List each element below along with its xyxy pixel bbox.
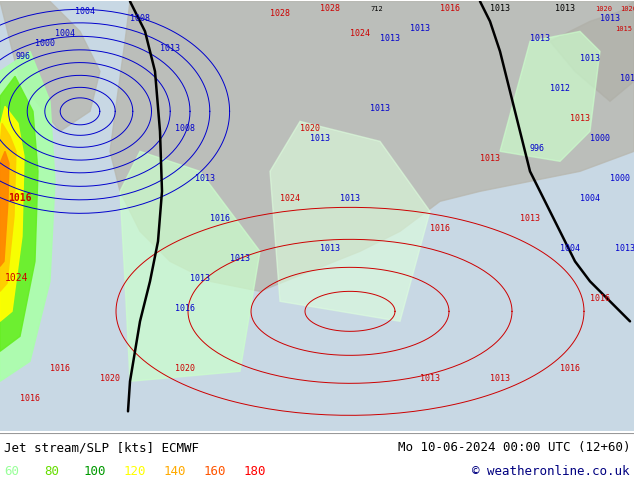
Text: 1016: 1016 <box>175 304 195 313</box>
Text: 1004: 1004 <box>75 7 95 16</box>
Text: 1013: 1013 <box>230 254 250 263</box>
Text: 60: 60 <box>4 466 19 478</box>
Text: 120: 120 <box>124 466 146 478</box>
Text: 1024: 1024 <box>5 273 29 283</box>
Text: 1013: 1013 <box>600 14 620 24</box>
Polygon shape <box>0 106 24 321</box>
Text: 1016: 1016 <box>8 194 32 203</box>
Text: 80: 80 <box>44 466 59 478</box>
Polygon shape <box>270 122 430 321</box>
Text: 1012: 1012 <box>550 84 570 93</box>
Text: 1004: 1004 <box>560 245 580 253</box>
Text: 1013: 1013 <box>160 44 180 53</box>
Text: 1013: 1013 <box>520 214 540 223</box>
Text: 712: 712 <box>370 6 383 12</box>
Text: 1028: 1028 <box>320 4 340 13</box>
Text: 160: 160 <box>204 466 226 478</box>
Text: 1004: 1004 <box>55 29 75 38</box>
Text: 1013: 1013 <box>490 4 510 13</box>
Text: 1013: 1013 <box>420 374 440 383</box>
Polygon shape <box>0 51 55 381</box>
Text: 1020: 1020 <box>175 365 195 373</box>
Text: 1013: 1013 <box>310 134 330 144</box>
Text: 1016: 1016 <box>560 365 580 373</box>
Polygon shape <box>120 151 260 381</box>
Text: 1016: 1016 <box>210 214 230 223</box>
Text: 1013: 1013 <box>320 245 340 253</box>
Text: 1013: 1013 <box>555 4 575 13</box>
Text: © weatheronline.co.uk: © weatheronline.co.uk <box>472 466 630 478</box>
Text: 996: 996 <box>530 145 545 153</box>
Text: 1013: 1013 <box>490 374 510 383</box>
Text: 1013: 1013 <box>195 174 215 183</box>
Text: 1024: 1024 <box>280 195 300 203</box>
Text: 1013: 1013 <box>580 54 600 63</box>
Text: 1013: 1013 <box>480 154 500 163</box>
Text: 140: 140 <box>164 466 186 478</box>
Text: 180: 180 <box>244 466 266 478</box>
Text: 1016: 1016 <box>590 294 610 303</box>
Polygon shape <box>0 1 100 131</box>
Text: 1016: 1016 <box>430 224 450 233</box>
Text: Mo 10-06-2024 00:00 UTC (12+60): Mo 10-06-2024 00:00 UTC (12+60) <box>398 441 630 454</box>
Text: 100: 100 <box>84 466 107 478</box>
Text: 1020: 1020 <box>595 6 612 12</box>
Text: 1013: 1013 <box>190 274 210 283</box>
Text: 1000: 1000 <box>610 174 630 183</box>
Text: 1016: 1016 <box>50 365 70 373</box>
Text: 1008: 1008 <box>130 14 150 24</box>
Text: 1016: 1016 <box>440 4 460 13</box>
Polygon shape <box>0 151 9 267</box>
Text: 1016: 1016 <box>20 394 40 403</box>
Text: 1020: 1020 <box>300 124 320 133</box>
Text: 1013: 1013 <box>380 34 400 43</box>
Text: 1020: 1020 <box>100 374 120 383</box>
Text: 1013: 1013 <box>370 104 390 113</box>
Polygon shape <box>0 123 16 292</box>
Text: 1013: 1013 <box>570 114 590 123</box>
Text: 1028: 1028 <box>270 9 290 18</box>
Text: 1008: 1008 <box>175 124 195 133</box>
Text: 1015: 1015 <box>615 26 632 32</box>
Text: 1013: 1013 <box>530 34 550 43</box>
Text: 996: 996 <box>15 52 30 61</box>
Polygon shape <box>110 1 634 292</box>
Text: 1013: 1013 <box>620 74 634 83</box>
Text: 1024: 1024 <box>350 29 370 38</box>
Text: 1000: 1000 <box>590 134 610 144</box>
Polygon shape <box>0 76 38 351</box>
Text: 1013: 1013 <box>410 24 430 33</box>
Polygon shape <box>550 1 634 101</box>
Text: 1013: 1013 <box>340 195 360 203</box>
Text: 1000: 1000 <box>35 39 55 49</box>
Text: Jet stream/SLP [kts] ECMWF: Jet stream/SLP [kts] ECMWF <box>4 441 199 454</box>
Polygon shape <box>500 31 600 161</box>
Text: 1013: 1013 <box>615 245 634 253</box>
Text: 1020: 1020 <box>620 6 634 12</box>
Text: 1004: 1004 <box>580 195 600 203</box>
